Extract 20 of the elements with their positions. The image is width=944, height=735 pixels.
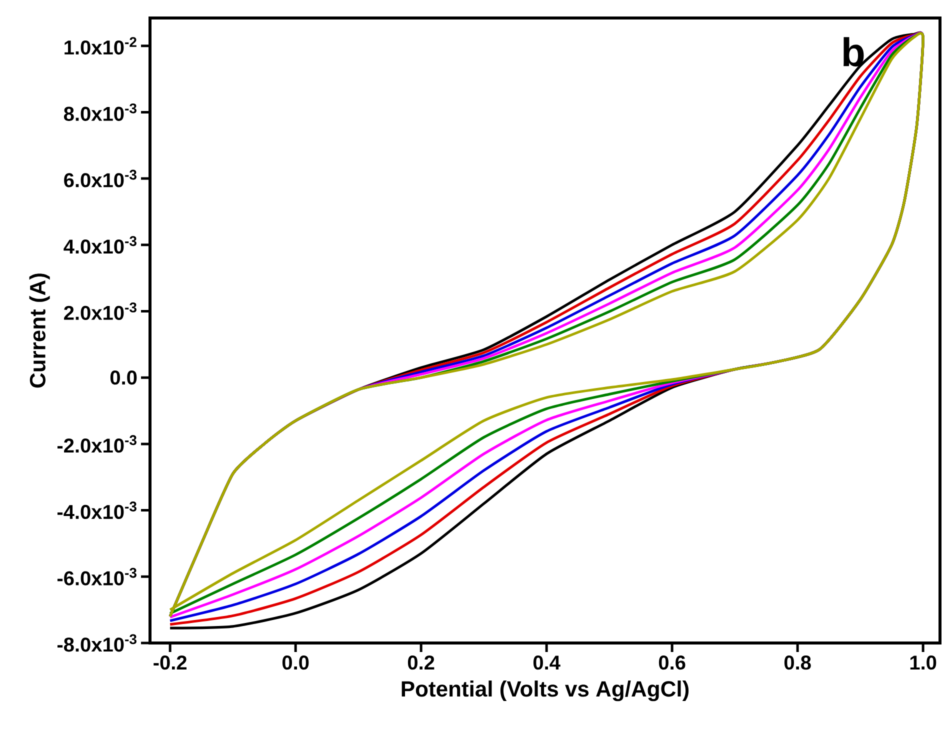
- y-tick-label: 8.0x10$^{-3}$: [64, 103, 136, 121]
- y-tick-label: 0.0: [110, 370, 137, 385]
- y-tick-label: -6.0x10$^{-3}$: [57, 568, 136, 586]
- y-tick-label: 4.0x10$^{-3}$: [64, 236, 136, 254]
- y-tick-label: 6.0x10$^{-3}$: [64, 170, 136, 188]
- x-tick-label: 1.0: [910, 656, 936, 670]
- y-tick-label: -2.0x10$^{-3}$: [57, 435, 136, 453]
- x-tick-label: -0.2: [154, 656, 187, 670]
- x-tick-label: 0.8: [784, 656, 811, 670]
- y-axis-title: Current (A): [29, 274, 50, 388]
- x-tick-label: 0.4: [533, 656, 560, 670]
- x-tick-label: 0.2: [408, 656, 434, 670]
- x-tick-label: 0.0: [282, 656, 309, 670]
- x-tick-label: 0.6: [658, 656, 686, 670]
- y-tick-label: 1.0x10$^{-2}$: [64, 37, 136, 55]
- y-tick-label: -4.0x10$^{-3}$: [57, 502, 136, 520]
- x-axis-title: Potential (Volts vs Ag/AgCl): [402, 680, 689, 702]
- y-tick-label: 2.0x10$^{-3}$: [64, 302, 136, 320]
- annotation: b: [844, 37, 864, 67]
- y-tick-label: -8.0x10$^{-3}$: [57, 634, 136, 652]
